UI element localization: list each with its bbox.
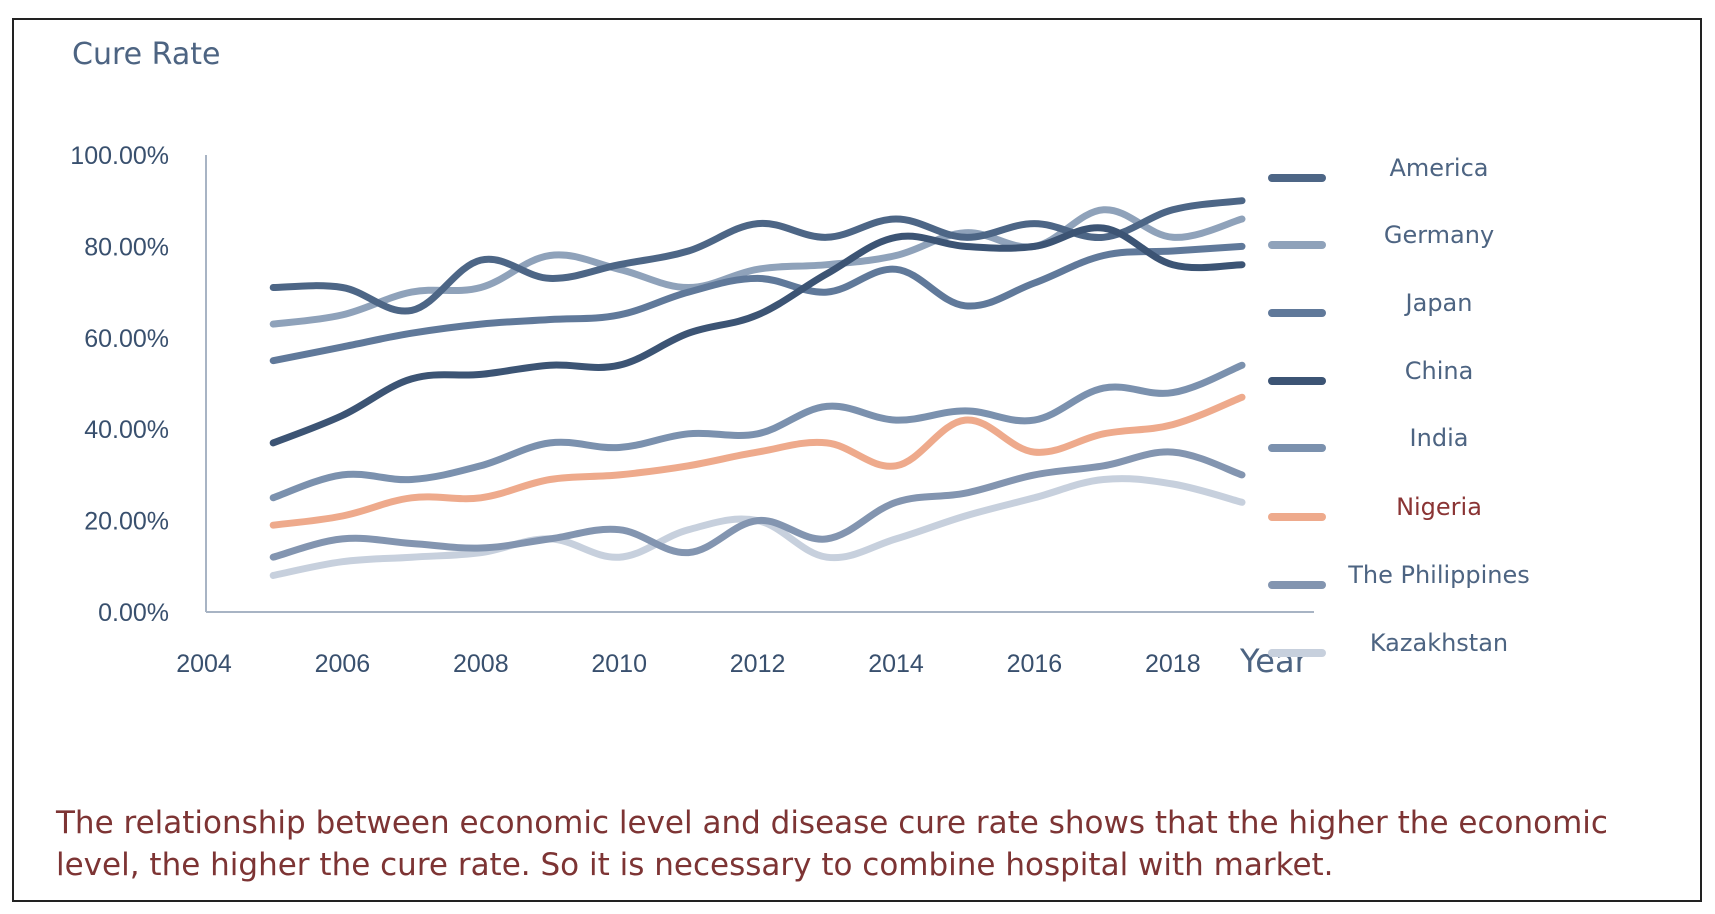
legend-label: India (1410, 424, 1469, 452)
x-tick-label: 2014 (868, 650, 924, 678)
x-tick-label: 2004 (176, 650, 232, 678)
legend-label: Kazakhstan (1370, 629, 1508, 657)
line-chart: Cure Rate 0.00% 20.00% 40.00% 60.00% 80.00% 1… (70, 37, 1530, 680)
series-line-nigeria (269, 393, 1246, 529)
series-line-china (269, 224, 1246, 447)
legend-label: Japan (1404, 289, 1473, 317)
series-line-germany (269, 206, 1246, 328)
x-tick-label: 2008 (453, 650, 509, 678)
y-tick-label: 0.00% (98, 599, 169, 627)
x-axis-title: Year (1239, 642, 1309, 680)
y-tick-label: 60.00% (84, 325, 169, 353)
legend-label: America (1390, 154, 1489, 182)
legend-label: China (1405, 357, 1474, 385)
series-line-kazakhstan (269, 475, 1246, 579)
legend-label: Nigeria (1396, 493, 1482, 521)
series-line-japan (269, 242, 1246, 365)
series-line-america (269, 197, 1246, 315)
series-line-the-philippines (269, 448, 1246, 561)
y-axis-title: Cure Rate (72, 37, 220, 72)
chart-frame: Cure Rate 0.00% 20.00% 40.00% 60.00% 80.00% 1… (12, 18, 1702, 902)
x-tick-label: 2010 (591, 650, 647, 678)
legend-label: The Philippines (1347, 561, 1530, 589)
x-tick-label: 2016 (1007, 650, 1063, 678)
caption-text: The relationship between economic level … (56, 805, 1608, 883)
x-tick-label: 2018 (1145, 650, 1201, 678)
x-tick-label: 2012 (730, 650, 786, 678)
y-tick-label: 20.00% (84, 508, 169, 536)
series-line-india (269, 361, 1246, 502)
legend-label: Germany (1384, 221, 1494, 249)
y-tick-label: 80.00% (84, 233, 169, 261)
y-tick-label: 100.00% (70, 142, 169, 170)
y-tick-label: 40.00% (84, 416, 169, 444)
x-tick-label: 2006 (315, 650, 371, 678)
